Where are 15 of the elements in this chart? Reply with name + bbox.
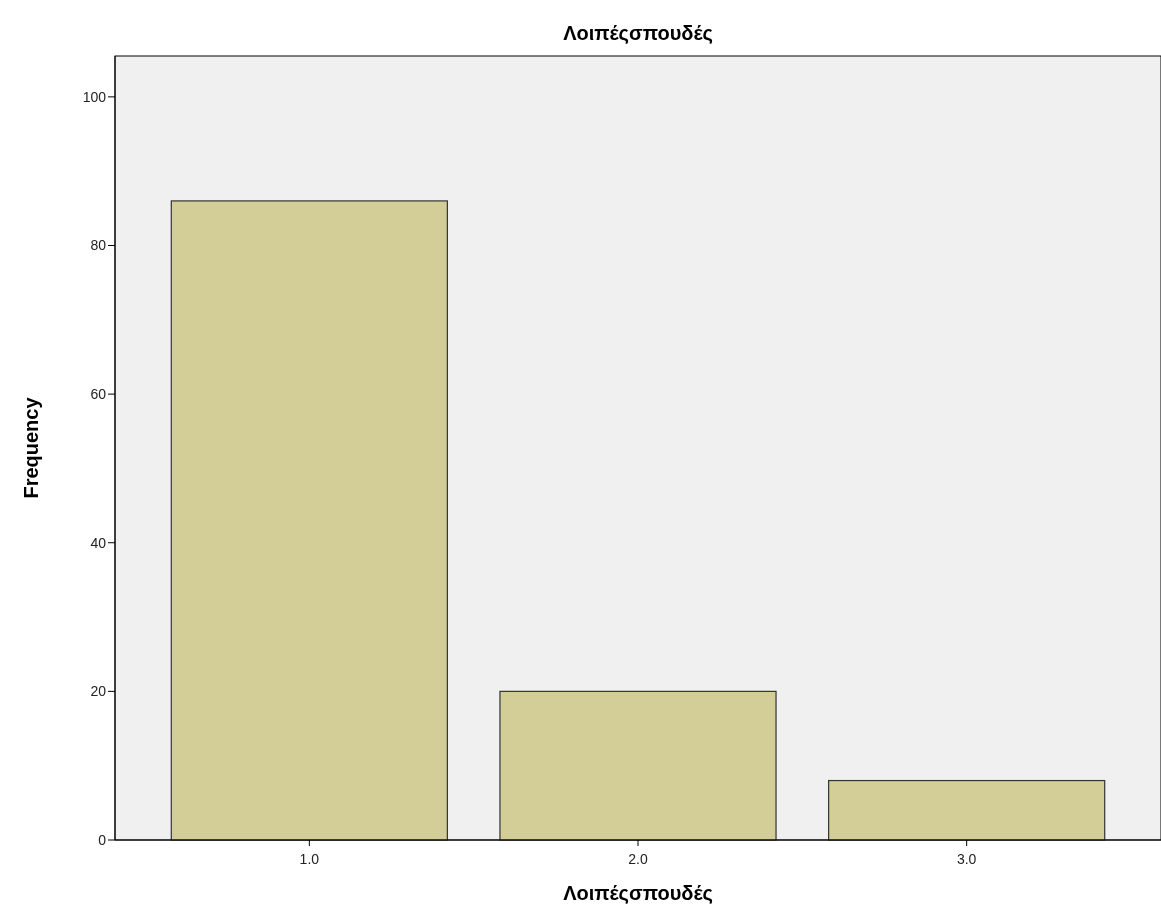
y-tick-label: 0 [98, 831, 107, 848]
y-axis-title: Frequency [20, 396, 42, 499]
x-tick-label: 2.0 [628, 851, 648, 867]
chart-title: Λοιπέςσπουδές [563, 22, 713, 44]
bar [499, 690, 777, 841]
y-tick-label: 40 [90, 534, 107, 551]
y-tick-label: 20 [90, 683, 107, 700]
x-tick-label: 3.0 [956, 851, 977, 867]
x-axis-title: Λοιπέςσπουδές [563, 882, 713, 904]
x-tick-label: 1.0 [299, 851, 320, 867]
y-tick-label: 100 [82, 88, 107, 105]
bar [170, 200, 448, 841]
bar [828, 779, 1106, 841]
y-tick-label: 60 [90, 386, 107, 403]
y-tick-label: 80 [90, 237, 107, 254]
